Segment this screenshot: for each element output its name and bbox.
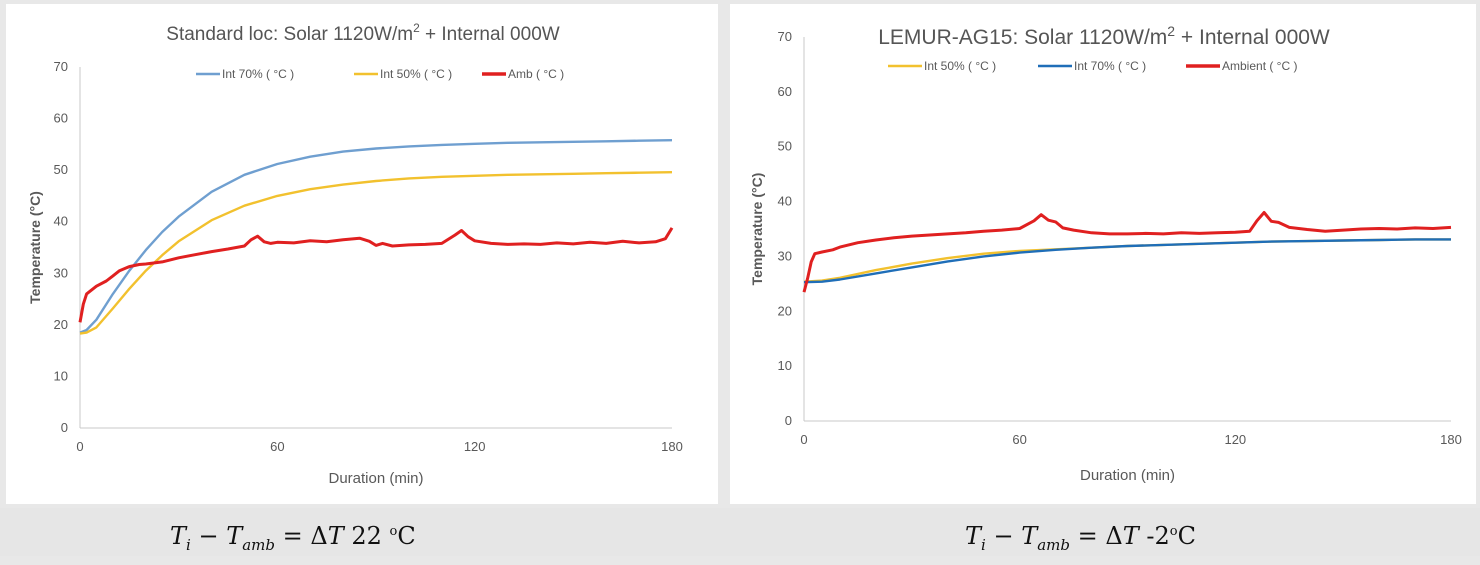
y-axis-label: Temperature (°C) — [749, 173, 765, 286]
chart-title: Standard loc: Solar 1120W/m2 + Internal … — [166, 21, 559, 45]
series-line-2 — [803, 238, 1451, 284]
delta-t-formula-right: Ti − Tamb = ΔT -2oC — [965, 522, 1196, 554]
x-tick-label: 60 — [1012, 432, 1026, 447]
y-tick-label: 20 — [778, 303, 792, 318]
y-axis-label: Temperature (°C) — [27, 191, 43, 304]
chart-panel-right: LEMUR-AG15: Solar 1120W/m2 + Internal 00… — [730, 4, 1476, 504]
x-tick-label: 180 — [661, 439, 683, 454]
y-tick-label: 30 — [778, 248, 792, 263]
y-tick-label: 60 — [778, 84, 792, 99]
legend-entry: Int 50% ( °C ) — [924, 59, 996, 73]
legend-entry: Int 70% ( °C ) — [222, 67, 294, 81]
delta-t-formula-left: Ti − Tamb = ΔT 22 oC — [170, 522, 416, 554]
formula-bar — [0, 508, 1480, 556]
series-line-2 — [79, 171, 673, 335]
x-tick-label: 0 — [76, 439, 83, 454]
y-tick-label: 50 — [54, 162, 68, 177]
x-tick-label: 60 — [270, 439, 284, 454]
series-line-1 — [79, 139, 673, 334]
chart-standard-loc: Standard loc: Solar 1120W/m2 + Internal … — [27, 21, 683, 487]
x-axis-label: Duration (min) — [1080, 467, 1175, 484]
legend-entry: Ambient ( °C ) — [1222, 59, 1297, 73]
y-tick-label: 30 — [54, 265, 68, 280]
y-tick-label: 70 — [778, 29, 792, 44]
y-tick-label: 40 — [54, 214, 68, 229]
y-tick-label: 60 — [54, 111, 68, 126]
y-tick-label: 50 — [778, 139, 792, 154]
y-tick-label: 20 — [54, 317, 68, 332]
x-tick-label: 120 — [464, 439, 486, 454]
y-tick-label: 10 — [778, 358, 792, 373]
legend-entry: Int 70% ( °C ) — [1074, 59, 1146, 73]
series-line-3 — [802, 211, 1452, 293]
legend-entry: Int 50% ( °C ) — [380, 67, 452, 81]
y-tick-label: 10 — [54, 368, 68, 383]
legend-entry: Amb ( °C ) — [508, 67, 564, 81]
x-tick-label: 180 — [1440, 432, 1462, 447]
series-line-3 — [78, 227, 674, 323]
y-tick-label: 0 — [785, 413, 792, 428]
y-tick-label: 70 — [54, 59, 68, 74]
x-tick-label: 0 — [800, 432, 807, 447]
y-tick-label: 0 — [61, 420, 68, 435]
x-axis-label: Duration (min) — [328, 470, 423, 487]
x-tick-label: 120 — [1224, 432, 1246, 447]
chart-title: LEMUR-AG15: Solar 1120W/m2 + Internal 00… — [878, 23, 1330, 49]
y-tick-label: 40 — [778, 194, 792, 209]
chart-lemur-ag15: LEMUR-AG15: Solar 1120W/m2 + Internal 00… — [749, 23, 1462, 484]
chart-panel-left: Standard loc: Solar 1120W/m2 + Internal … — [6, 4, 718, 504]
